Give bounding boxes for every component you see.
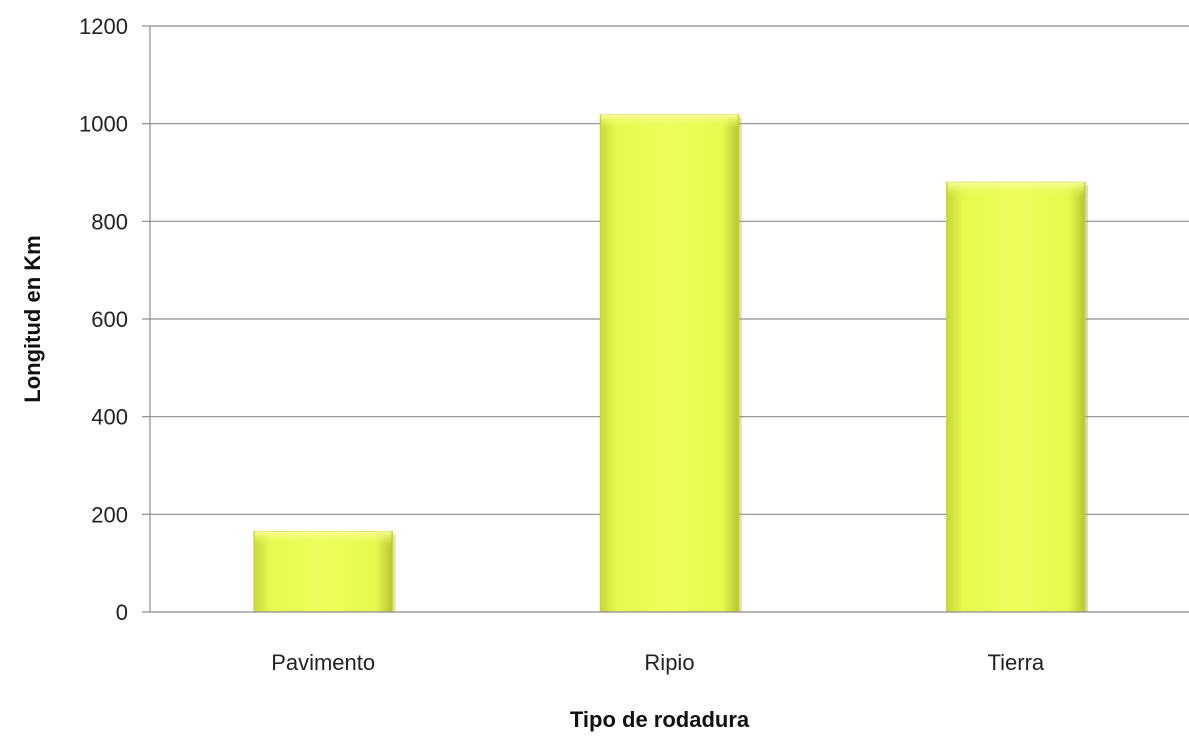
y-tick-label: 1000 xyxy=(79,112,128,137)
bar xyxy=(946,181,1086,613)
tick-labels: 0 200 400 600 800 1000 1200 Pavimento Ripio Tierr… xyxy=(79,14,1045,675)
y-tick-label: 0 xyxy=(116,600,128,625)
x-tick-label: Pavimento xyxy=(271,650,375,675)
y-tick-label: 1200 xyxy=(79,14,128,39)
y-axis-title: Longitud en Km xyxy=(20,235,45,402)
x-tick-label: Tierra xyxy=(988,650,1045,675)
y-tick-label: 800 xyxy=(91,209,128,234)
bar-highlight xyxy=(601,114,738,129)
y-tick-label: 600 xyxy=(91,307,128,332)
y-tick-label: 200 xyxy=(91,502,128,527)
x-tick-label: Ripio xyxy=(644,650,694,675)
bar xyxy=(599,114,740,613)
bar-highlight xyxy=(947,182,1085,197)
bars xyxy=(253,114,1089,613)
y-tick-label: 400 xyxy=(91,405,128,430)
x-axis-title: Tipo de rodadura xyxy=(570,707,750,732)
bar-highlight xyxy=(254,531,392,546)
axes xyxy=(142,25,1189,613)
